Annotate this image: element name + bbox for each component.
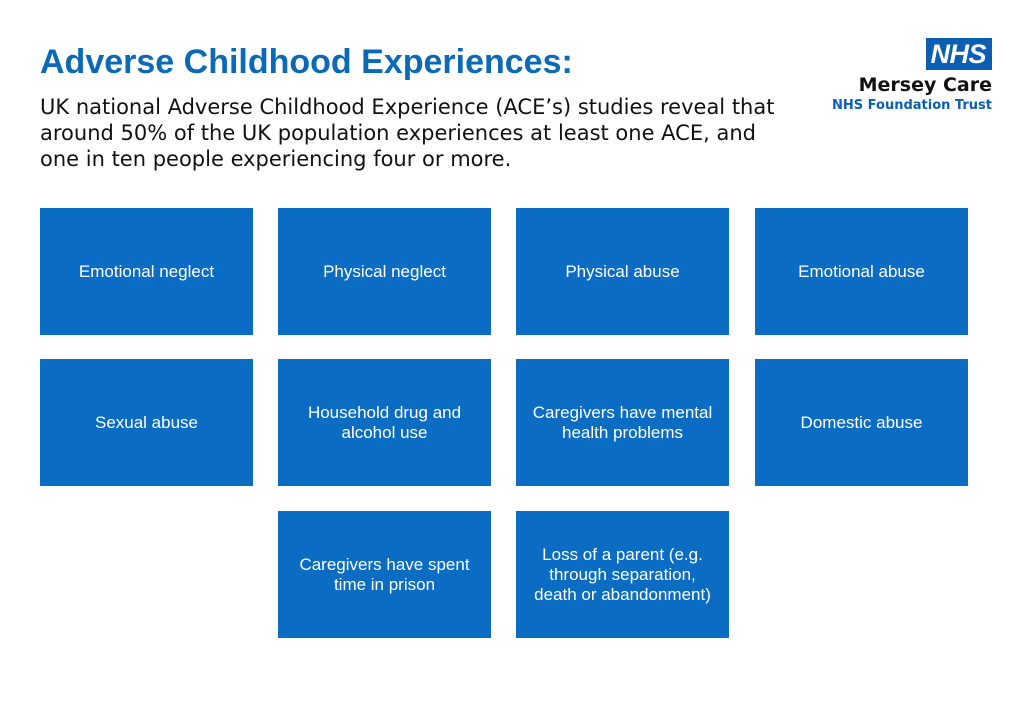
nhs-mersey-care-logo: NHS Mersey Care NHS Foundation Trust xyxy=(792,38,992,114)
ace-box-caregiver-prison: Caregivers have spent time in prison xyxy=(278,511,491,638)
ace-box-sexual-abuse: Sexual abuse xyxy=(40,359,253,486)
ace-box-household-drug-alcohol: Household drug and alcohol use xyxy=(278,359,491,486)
ace-label: Domestic abuse xyxy=(800,412,923,432)
page-title: Adverse Childhood Experiences: xyxy=(40,43,573,81)
ace-box-emotional-abuse: Emotional abuse xyxy=(755,208,968,335)
org-name: Mersey Care xyxy=(858,74,992,96)
ace-label: Emotional abuse xyxy=(798,261,925,281)
ace-label: Emotional neglect xyxy=(78,261,215,281)
ace-label: Caregivers have mental health problems xyxy=(532,402,713,442)
ace-box-physical-neglect: Physical neglect xyxy=(278,208,491,335)
ace-label: Loss of a parent (e.g. through separatio… xyxy=(534,544,711,604)
ace-label: Physical neglect xyxy=(323,261,446,281)
ace-box-loss-of-parent: Loss of a parent (e.g. through separatio… xyxy=(516,511,729,638)
ace-label: Household drug and alcohol use xyxy=(307,402,462,442)
ace-box-physical-abuse: Physical abuse xyxy=(516,208,729,335)
ace-box-caregiver-mental-health: Caregivers have mental health problems xyxy=(516,359,729,486)
ace-label: Physical abuse xyxy=(565,261,680,281)
ace-box-domestic-abuse: Domestic abuse xyxy=(755,359,968,486)
org-subtitle: NHS Foundation Trust xyxy=(832,98,992,113)
nhs-logo-mark: NHS xyxy=(926,38,992,70)
ace-label: Caregivers have spent time in prison xyxy=(299,554,470,594)
ace-label: Sexual abuse xyxy=(94,412,199,432)
intro-text: UK national Adverse Childhood Experience… xyxy=(40,95,775,171)
ace-box-emotional-neglect: Emotional neglect xyxy=(40,208,253,335)
